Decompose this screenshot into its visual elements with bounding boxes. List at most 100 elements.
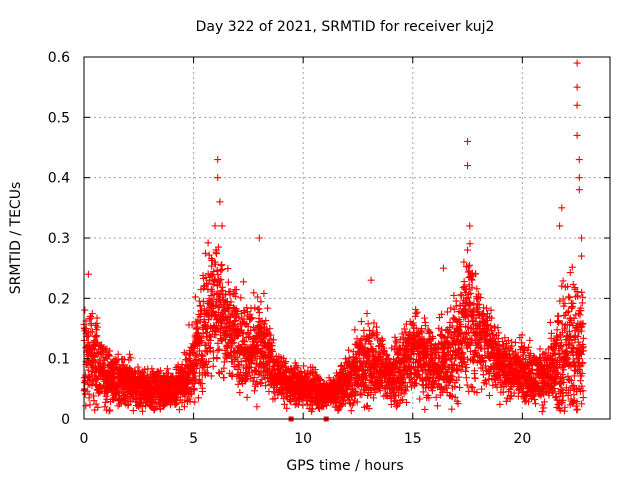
data-point bbox=[532, 400, 540, 408]
data-point bbox=[573, 405, 581, 413]
data-point bbox=[218, 222, 226, 230]
data-point bbox=[466, 222, 474, 230]
x-axis-label: GPS time / hours bbox=[286, 458, 403, 474]
data-point bbox=[104, 350, 112, 358]
data-point bbox=[134, 363, 142, 371]
data-point bbox=[88, 328, 96, 336]
data-point bbox=[538, 408, 546, 416]
data-point bbox=[573, 406, 581, 414]
data-point bbox=[257, 298, 265, 306]
data-point bbox=[102, 398, 110, 406]
data-point bbox=[88, 310, 96, 318]
data-point bbox=[573, 131, 581, 139]
data-point bbox=[129, 407, 137, 415]
data-point bbox=[194, 394, 202, 402]
data-point bbox=[105, 352, 113, 360]
data-point bbox=[213, 354, 221, 362]
data-point bbox=[255, 309, 263, 317]
data-point bbox=[433, 402, 441, 410]
data-point bbox=[92, 400, 100, 408]
data-point bbox=[345, 346, 353, 354]
data-point bbox=[578, 234, 586, 242]
data-point bbox=[437, 331, 445, 339]
data-point bbox=[416, 395, 424, 403]
x-tick-label: 10 bbox=[294, 431, 312, 447]
data-point bbox=[255, 234, 263, 242]
data-point bbox=[186, 397, 194, 405]
data-point bbox=[127, 354, 135, 362]
data-point bbox=[555, 319, 563, 327]
data-point bbox=[88, 382, 96, 390]
data-point bbox=[148, 398, 156, 406]
data-point bbox=[464, 162, 472, 170]
data-point bbox=[558, 204, 566, 212]
y-tick-label: 0.4 bbox=[48, 171, 70, 187]
data-point bbox=[224, 265, 232, 273]
data-point bbox=[556, 222, 564, 230]
data-point bbox=[214, 346, 222, 354]
data-point bbox=[478, 385, 486, 393]
y-tick-label: 0.2 bbox=[48, 291, 70, 307]
data-point bbox=[407, 383, 415, 391]
data-point bbox=[214, 174, 222, 182]
data-point bbox=[421, 405, 429, 413]
data-point bbox=[192, 377, 200, 385]
data-point bbox=[464, 137, 472, 145]
y-tick-label: 0 bbox=[61, 412, 70, 428]
data-point bbox=[576, 311, 584, 319]
data-point bbox=[148, 365, 156, 373]
data-point bbox=[90, 353, 98, 361]
data-point bbox=[209, 362, 217, 370]
y-tick-labels: 00.10.20.30.40.50.6 bbox=[48, 50, 70, 428]
data-point bbox=[462, 367, 470, 375]
data-point bbox=[141, 366, 149, 374]
data-point bbox=[236, 389, 244, 397]
data-point bbox=[526, 336, 534, 344]
data-point bbox=[575, 156, 583, 164]
data-point bbox=[85, 332, 93, 340]
data-point bbox=[105, 407, 113, 415]
data-point bbox=[92, 333, 100, 341]
data-point bbox=[138, 407, 146, 415]
data-point bbox=[251, 304, 259, 312]
data-point bbox=[559, 277, 567, 285]
chart-title: Day 322 of 2021, SRMTID for receiver kuj… bbox=[196, 19, 495, 35]
data-point bbox=[163, 365, 171, 373]
data-point bbox=[201, 249, 209, 257]
data-point bbox=[94, 338, 102, 346]
x-tick-label: 15 bbox=[404, 431, 422, 447]
data-point bbox=[347, 407, 355, 415]
data-point bbox=[363, 310, 371, 318]
data-point bbox=[93, 314, 101, 322]
data-point bbox=[496, 400, 504, 408]
data-point bbox=[250, 289, 258, 297]
x-tick-label: 5 bbox=[189, 431, 198, 447]
data-point bbox=[462, 374, 470, 382]
data-point bbox=[93, 332, 101, 340]
data-point bbox=[126, 350, 134, 358]
data-point bbox=[239, 278, 247, 286]
data-point bbox=[188, 321, 196, 329]
data-point bbox=[555, 312, 563, 320]
data-point bbox=[119, 361, 127, 369]
data-point bbox=[156, 367, 164, 375]
data-point bbox=[460, 278, 468, 286]
data-point bbox=[191, 398, 199, 406]
data-point bbox=[174, 363, 182, 371]
data-point bbox=[575, 186, 583, 194]
data-point bbox=[180, 403, 188, 411]
data-point bbox=[87, 371, 95, 379]
data-point bbox=[164, 369, 172, 377]
data-point bbox=[81, 306, 89, 314]
data-point bbox=[579, 394, 587, 402]
data-point bbox=[86, 401, 94, 409]
y-axis-label: SRMTID / TECUs bbox=[8, 182, 24, 295]
data-point bbox=[579, 334, 587, 342]
y-tick-label: 0.3 bbox=[48, 231, 70, 247]
data-point bbox=[576, 377, 584, 385]
data-point bbox=[215, 345, 223, 353]
data-point bbox=[578, 252, 586, 260]
data-point bbox=[367, 276, 375, 284]
data-point bbox=[180, 349, 188, 357]
